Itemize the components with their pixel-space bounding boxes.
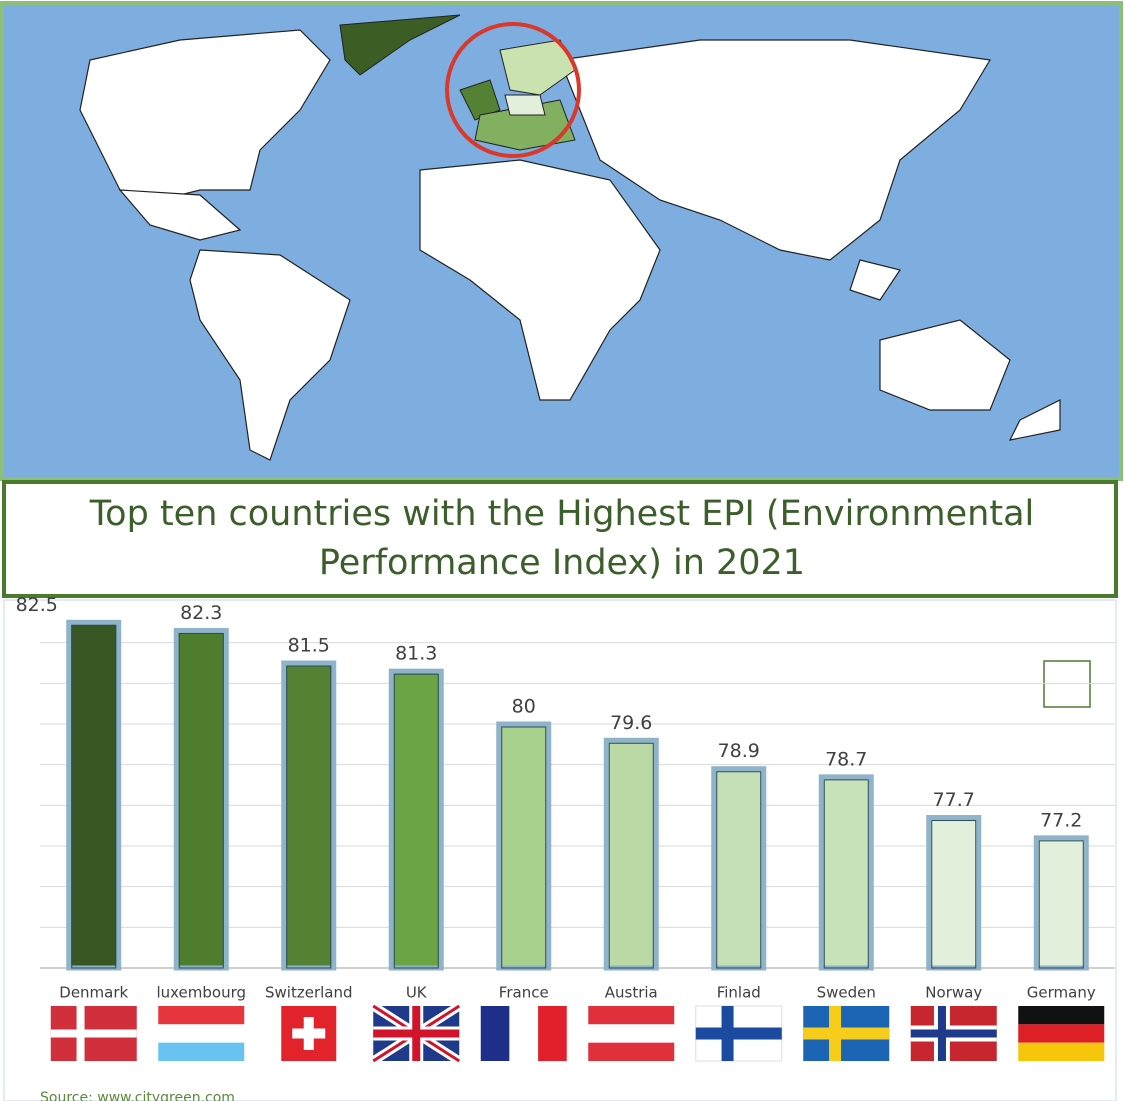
greenland: [339, 14, 461, 76]
flag-part: [373, 1006, 460, 1061]
bar-inner-edge: [931, 820, 977, 969]
bar-inner-edge: [823, 779, 869, 969]
bar: [281, 660, 337, 971]
bar: [603, 737, 659, 971]
flag-part: [803, 1027, 890, 1040]
bar-inner-edge: [1038, 840, 1084, 969]
flag-part: [695, 1027, 782, 1040]
bar-inner-edge: [178, 632, 224, 969]
bar-inner-edge: [71, 624, 117, 969]
flag-part: [158, 1024, 245, 1043]
flag-part: [1018, 1006, 1105, 1025]
flag-part: [588, 1024, 675, 1043]
flag: [695, 1005, 783, 1062]
data-label: 78.9: [718, 740, 760, 762]
flag-part: [50, 1029, 137, 1038]
flag-part: [588, 1006, 675, 1025]
data-label: 81.5: [288, 635, 330, 657]
data-label: 82.5: [16, 594, 58, 616]
highlight-circle: [445, 22, 581, 158]
flag-part: [910, 1029, 997, 1038]
bar: [711, 766, 767, 971]
flag-part: [588, 1042, 675, 1061]
logo: [1043, 660, 1091, 708]
bar: [1033, 835, 1089, 971]
x-tick-label: France: [499, 984, 549, 1002]
x-tick-label: UK: [406, 984, 428, 1002]
bar-inner-edge: [501, 726, 547, 969]
flag: [281, 1006, 337, 1061]
data-label: 82.3: [180, 602, 222, 624]
flag: [910, 1006, 997, 1061]
x-tick-label: Austria: [605, 984, 658, 1002]
x-tick-label: Denmark: [59, 984, 128, 1002]
bar: [818, 774, 874, 971]
flag: [370, 1002, 462, 1065]
bar-inner-edge: [286, 665, 332, 969]
chart-title: Top ten countries with the Highest EPI (…: [89, 494, 1035, 583]
data-label: 77.2: [1040, 809, 1082, 831]
flag-part: [538, 1006, 567, 1061]
bar-inner-edge: [716, 771, 762, 969]
source: Source: www.citygreen.com: [40, 1090, 235, 1101]
data-label: 80: [512, 696, 536, 718]
flag: [50, 1006, 137, 1061]
flag-part: [509, 1006, 539, 1061]
flag: [1018, 1006, 1105, 1061]
data-label: 79.6: [610, 712, 652, 734]
title-box: [2, 480, 1118, 598]
bar-inner-edge: [393, 673, 439, 969]
flag: [803, 1006, 890, 1061]
bar: [496, 721, 552, 971]
bar: [388, 668, 444, 971]
flag-part: [480, 1006, 510, 1061]
world-map: [79, 29, 1061, 461]
x-tick-label: Finlad: [717, 984, 761, 1002]
bar: [66, 619, 122, 971]
flag: [588, 1006, 675, 1061]
bar: [926, 815, 982, 971]
data-label: 81.3: [395, 643, 437, 665]
x-tick-label: luxembourg: [156, 984, 246, 1002]
x-tick-label: Germany: [1027, 984, 1096, 1002]
flag: [158, 1006, 245, 1061]
bar-inner-edge: [608, 742, 654, 969]
bar: [173, 627, 229, 971]
flag: [480, 1006, 567, 1061]
x-tick-label: Norway: [925, 984, 982, 1002]
flag-part: [1018, 1042, 1105, 1061]
data-label: 77.7: [933, 789, 975, 811]
europe: [459, 39, 576, 151]
flag-part: [292, 1028, 326, 1039]
data-label: 78.7: [825, 748, 867, 770]
x-tick-label: Sweden: [817, 984, 876, 1002]
x-tick-label: Switzerland: [265, 984, 353, 1002]
flag-part: [158, 1006, 245, 1025]
flag-part: [1018, 1024, 1105, 1043]
flag-part: [158, 1042, 245, 1061]
